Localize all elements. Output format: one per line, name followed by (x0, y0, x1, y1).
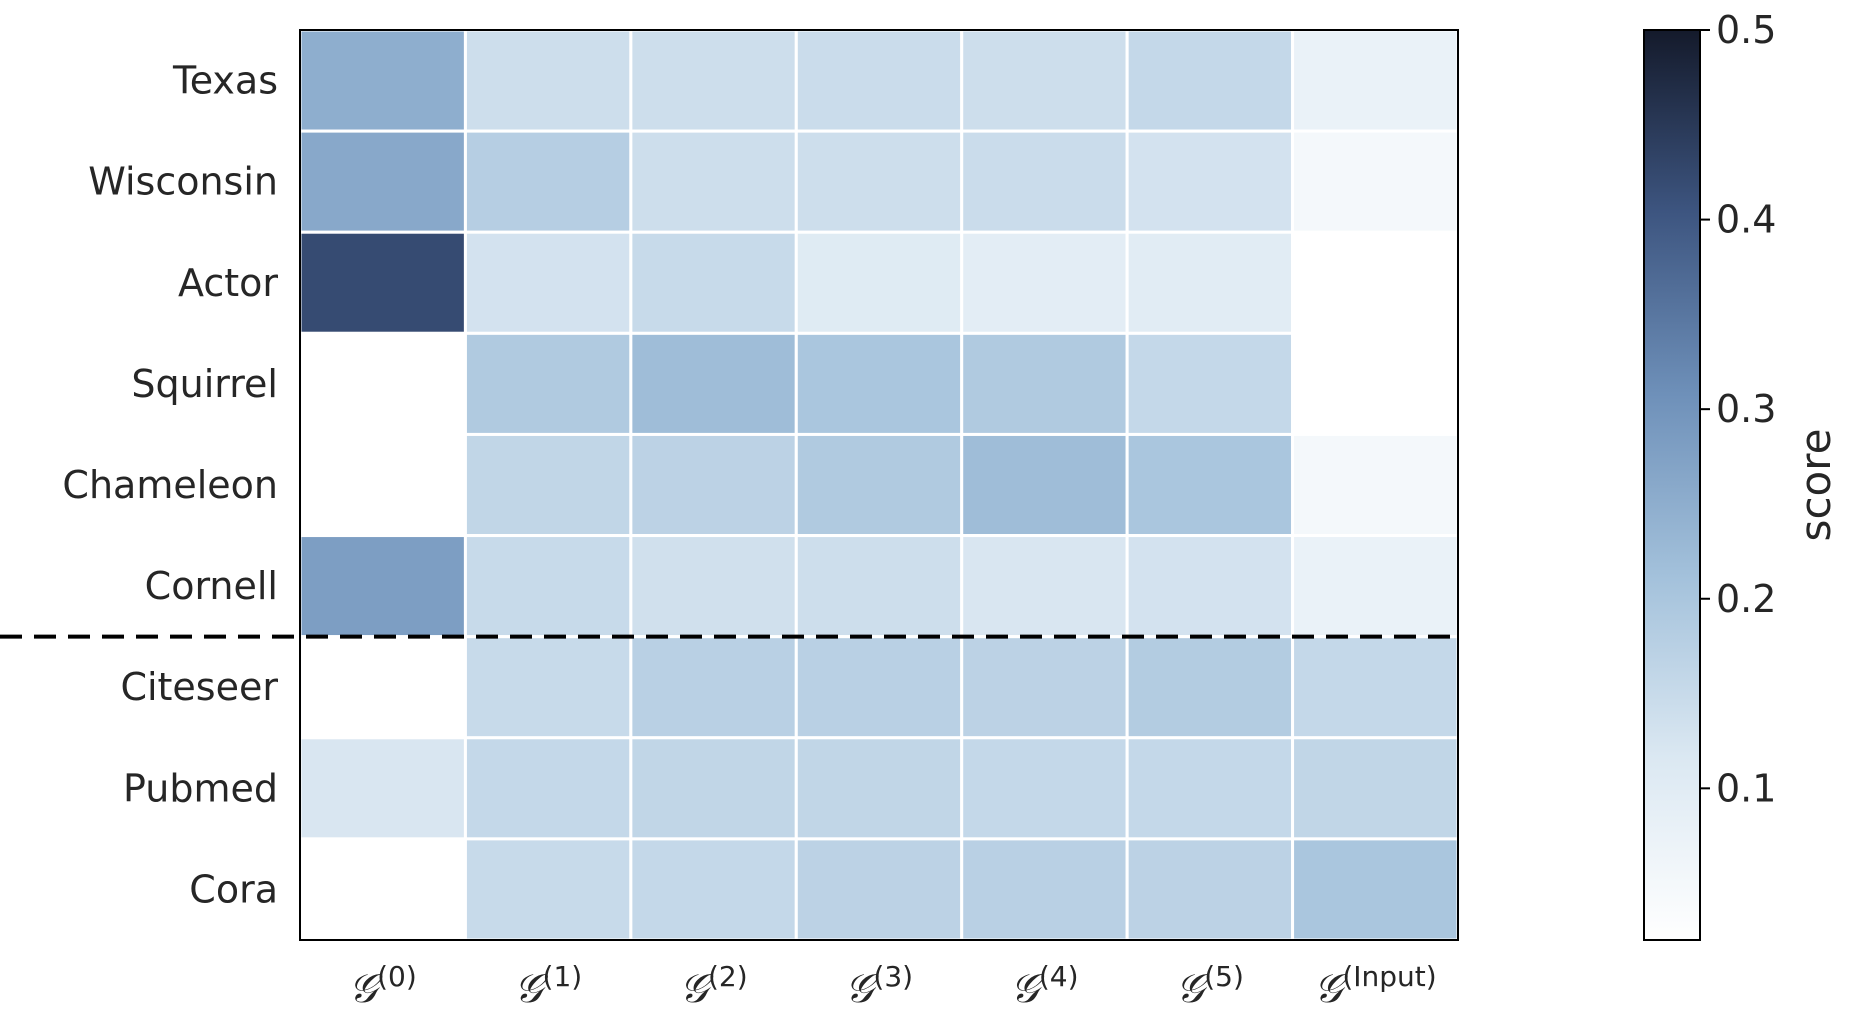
heatmap-cell (794, 129, 964, 234)
heatmap-cell (1125, 837, 1295, 942)
heatmap-cell (298, 837, 467, 942)
heatmap-cell (1125, 736, 1295, 841)
heatmap-cell (960, 432, 1129, 538)
heatmap-cell (629, 837, 798, 942)
heatmap-cell (463, 432, 633, 538)
column-label: 𝒢(0) (349, 960, 417, 1012)
heatmap-frame (299, 29, 1459, 941)
column-label: 𝒢(3) (845, 960, 913, 1012)
heatmap-cell (629, 28, 798, 133)
heatmap-cell (1291, 736, 1460, 841)
heatmap-cell (629, 432, 798, 538)
heatmap-cell (298, 129, 467, 234)
colorbar-tick-label: 0.1 (1716, 766, 1776, 810)
heatmap-cell (1291, 230, 1460, 335)
row-labels: Texas Wisconsin Actor Squirrel Chameleon Corn… (62, 59, 278, 912)
heatmap-cell (794, 837, 964, 942)
heatmap-cell (794, 28, 964, 133)
heatmap-cell (960, 736, 1129, 841)
heatmap-cell (463, 230, 633, 335)
heatmap-cell (960, 28, 1129, 133)
heatmap-cell (1291, 635, 1460, 740)
heatmap-cell (298, 331, 467, 436)
heatmap-cell (794, 331, 964, 436)
column-label: 𝒢(2) (679, 960, 747, 1012)
heatmap-cell (794, 736, 964, 841)
heatmap-cell (298, 28, 467, 133)
row-label: Cora (189, 867, 278, 911)
heatmap-cell (794, 230, 964, 335)
heatmap-cell (463, 736, 633, 841)
colorbar-label: score (1791, 429, 1840, 542)
row-label: Squirrel (131, 362, 278, 406)
colorbar-tick-label: 0.3 (1716, 387, 1776, 431)
heatmap-cell (960, 635, 1129, 740)
heatmap-cell (1125, 331, 1295, 436)
heatmap-cell (960, 230, 1129, 335)
column-label: 𝒢(Input) (1314, 960, 1437, 1012)
row-label: Cornell (145, 564, 278, 608)
colorbar-tick-label: 0.2 (1716, 577, 1776, 621)
heatmap-cell (1125, 635, 1295, 740)
heatmap-cell (960, 129, 1129, 234)
colorbar-tick-label: 0.4 (1716, 198, 1776, 242)
heatmap-cell (629, 230, 798, 335)
heatmap-cell (960, 331, 1129, 436)
heatmap-cell (1291, 28, 1460, 133)
heatmap-cell (1125, 230, 1295, 335)
heatmap-cell (463, 28, 633, 133)
colorbar-tick-label: 0.5 (1716, 8, 1776, 52)
heatmap-cell (463, 534, 633, 639)
heatmap-cell (794, 635, 964, 740)
heatmap-cell (1291, 432, 1460, 538)
heatmap-cell (1291, 534, 1460, 639)
row-label: Citeseer (120, 665, 278, 709)
heatmap-cell (960, 534, 1129, 639)
column-label: 𝒢(5) (1176, 960, 1244, 1012)
heatmap-cell (463, 129, 633, 234)
heatmap-cell (1125, 28, 1295, 133)
heatmap-cell (629, 331, 798, 436)
heatmap-cell (298, 736, 467, 841)
colorbar-ticks: 0.1 0.2 0.3 0.4 0.5 (1700, 8, 1776, 810)
heatmap-cell (463, 331, 633, 436)
heatmap-cell (1125, 534, 1295, 639)
row-label: Chameleon (62, 463, 278, 507)
row-label: Actor (178, 261, 278, 305)
heatmap-cells (298, 28, 1460, 942)
column-label: 𝒢(1) (514, 960, 582, 1012)
heatmap-cell (794, 432, 964, 538)
row-label: Pubmed (123, 766, 278, 810)
heatmap-cell (629, 129, 798, 234)
heatmap-cell (298, 230, 467, 335)
heatmap-cell (1125, 432, 1295, 538)
row-label: Wisconsin (88, 160, 278, 204)
heatmap-cell (463, 635, 633, 740)
column-labels: 𝒢(0) 𝒢(1) 𝒢(2) 𝒢(3) 𝒢(4) 𝒢(5) 𝒢(Input) (349, 960, 1437, 1012)
heatmap-cell (629, 736, 798, 841)
heatmap-cell (960, 837, 1129, 942)
colorbar (1643, 29, 1701, 941)
heatmap-cell (629, 635, 798, 740)
heatmap-cell (1125, 129, 1295, 234)
heatmap-cell (1291, 331, 1460, 436)
heatmap-cell (794, 534, 964, 639)
column-label: 𝒢(4) (1010, 960, 1078, 1012)
heatmap-cell (1291, 129, 1460, 234)
heatmap-cell (298, 635, 467, 740)
row-label: Texas (172, 59, 278, 103)
heatmap-cell (629, 534, 798, 639)
heatmap-cell (298, 432, 467, 538)
heatmap-cell (298, 534, 467, 639)
heatmap-cell (1291, 837, 1460, 942)
heatmap-cell (463, 837, 633, 942)
